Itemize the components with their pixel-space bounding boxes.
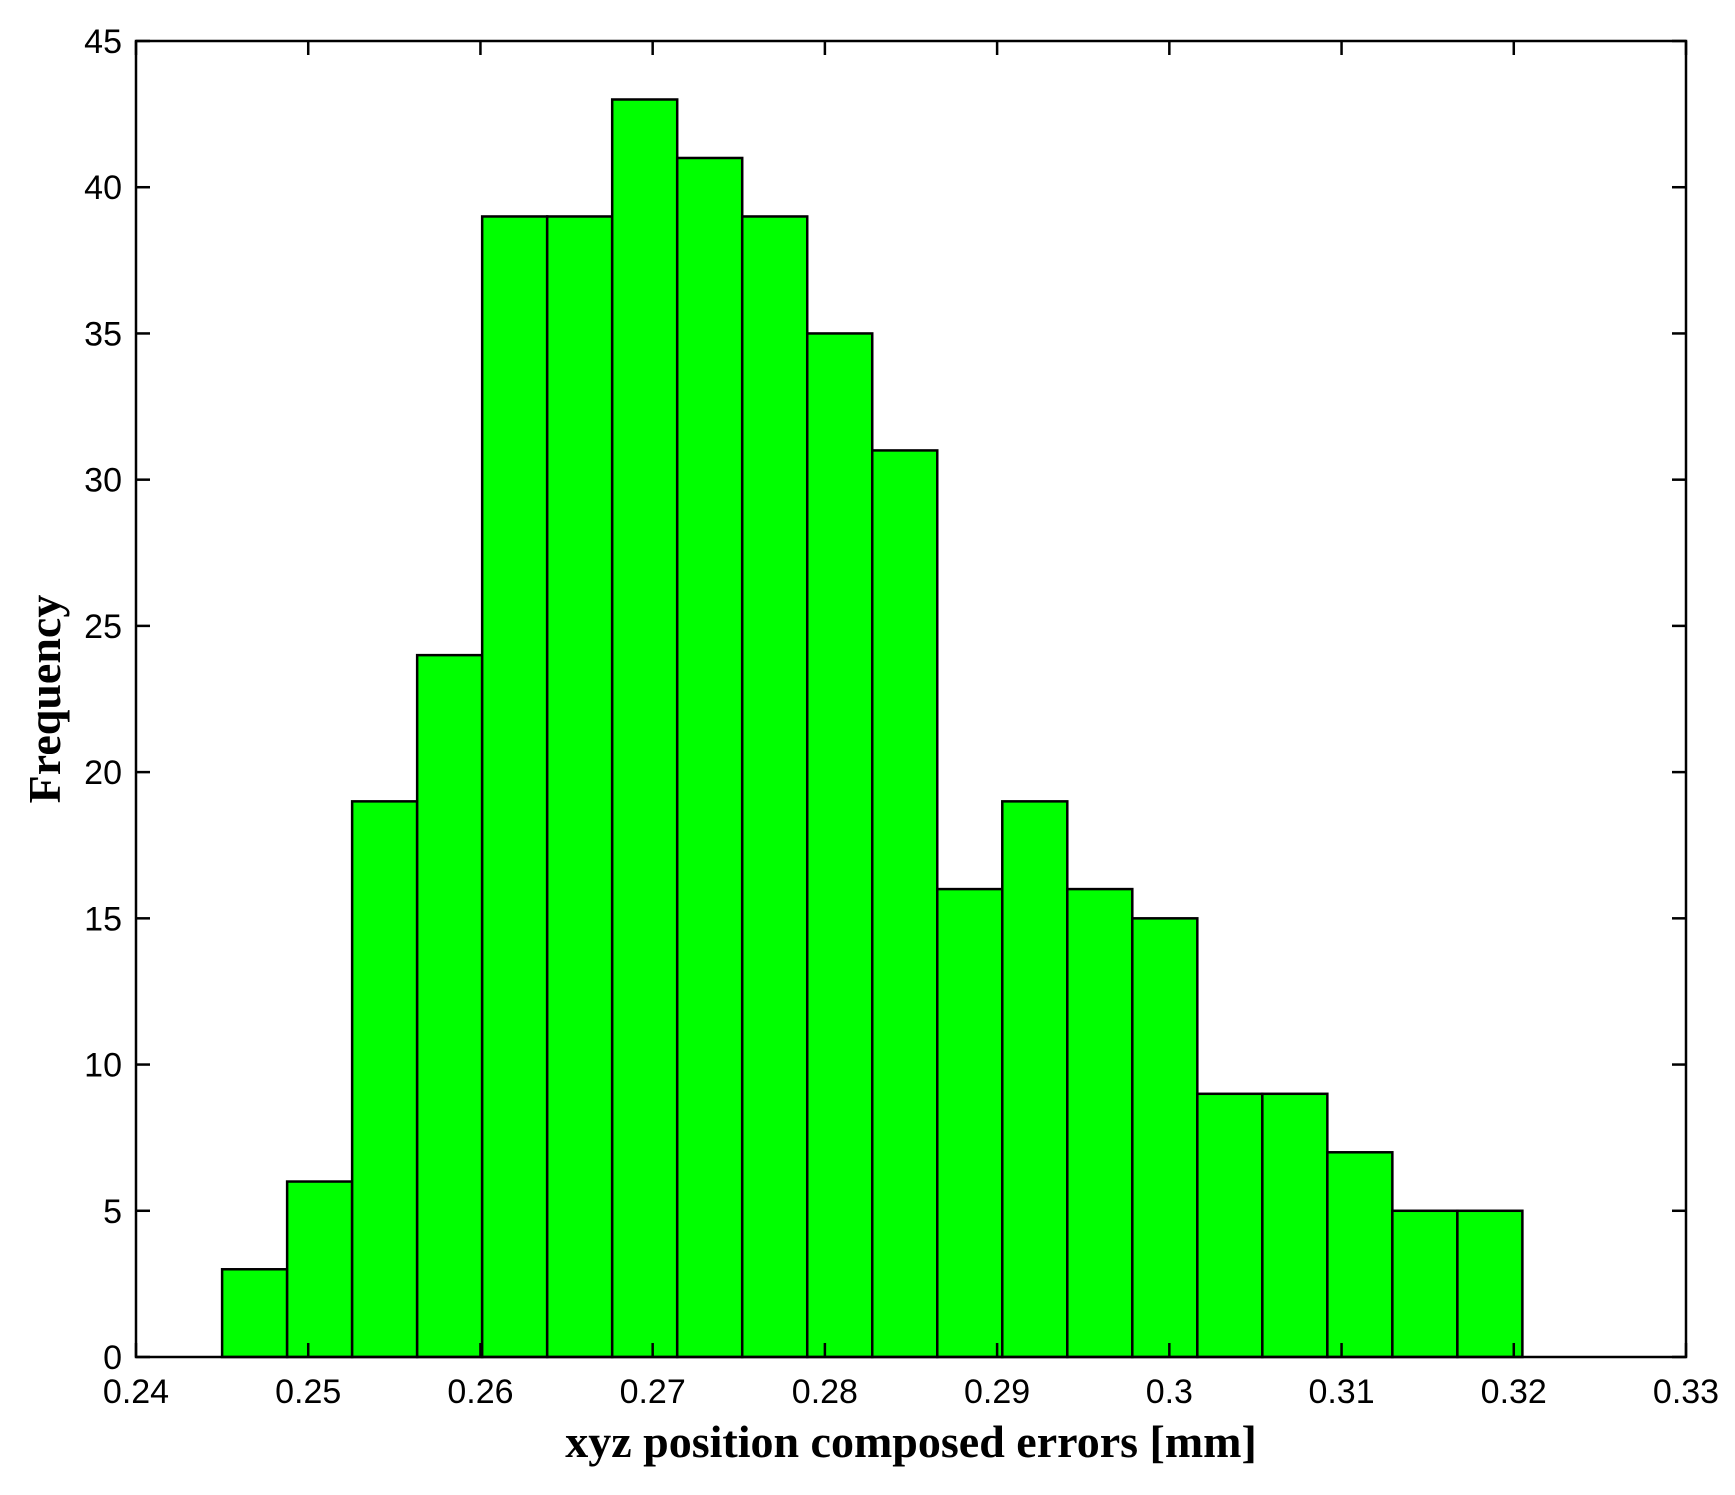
histogram-bar (1456, 1209, 1524, 1359)
x-tick-label: 0.32 (1481, 1373, 1547, 1411)
histogram-bar (350, 800, 419, 1359)
y-axis-title: Frequency (19, 595, 70, 804)
plot-frame (134, 39, 1688, 1359)
histogram-bar (1326, 1151, 1394, 1359)
histogram-bar (1066, 887, 1134, 1359)
x-tick-label: 0.3 (1146, 1373, 1193, 1411)
x-tick-label: 0.28 (792, 1373, 858, 1411)
x-tick-labels: 0.24 0.25 0.26 0.27 0.28 0.29 0.3 0.31 0.32 0.33 (103, 1373, 1719, 1411)
y-tick-label: 20 (84, 754, 122, 792)
histogram-bar (1001, 800, 1069, 1359)
x-tick-label: 0.26 (447, 1373, 513, 1411)
histogram-bar (415, 653, 484, 1359)
histogram-bar (936, 887, 1004, 1359)
histogram-bar (545, 215, 614, 1359)
histogram-bar (675, 156, 744, 1359)
y-tick-labels: 0 5 10 15 20 25 30 35 40 45 (84, 23, 122, 1377)
histogram-bar (805, 332, 874, 1359)
x-axis-title: xyz position composed errors [mm] (565, 1416, 1257, 1467)
histogram-bar (1131, 917, 1199, 1359)
histogram-bar (1261, 1092, 1329, 1359)
x-tick-label: 0.24 (103, 1373, 169, 1411)
histogram-bar (871, 449, 939, 1359)
histogram-bar (610, 98, 679, 1359)
histogram-bar (285, 1180, 354, 1359)
y-tick-label: 10 (84, 1047, 122, 1085)
y-tick-label: 25 (84, 608, 122, 646)
ticks-group (134, 39, 1688, 1359)
x-tick-label: 0.27 (620, 1373, 686, 1411)
histogram-bar (1391, 1209, 1459, 1359)
y-tick-label: 30 (84, 462, 122, 500)
y-tick-label: 0 (103, 1339, 122, 1377)
y-tick-label: 15 (84, 900, 122, 938)
x-tick-label: 0.33 (1653, 1373, 1719, 1411)
histogram-bar (740, 215, 809, 1359)
y-tick-label: 45 (84, 23, 122, 61)
y-tick-label: 40 (84, 169, 122, 207)
x-tick-label: 0.31 (1308, 1373, 1374, 1411)
y-tick-label: 35 (84, 315, 122, 353)
histogram-bar (1196, 1092, 1264, 1359)
x-tick-label: 0.29 (964, 1373, 1030, 1411)
y-tick-label: 5 (103, 1193, 122, 1231)
x-tick-label: 0.25 (275, 1373, 341, 1411)
bars-group (220, 98, 1524, 1359)
histogram-bar (480, 215, 549, 1359)
histogram-bar (220, 1268, 289, 1359)
